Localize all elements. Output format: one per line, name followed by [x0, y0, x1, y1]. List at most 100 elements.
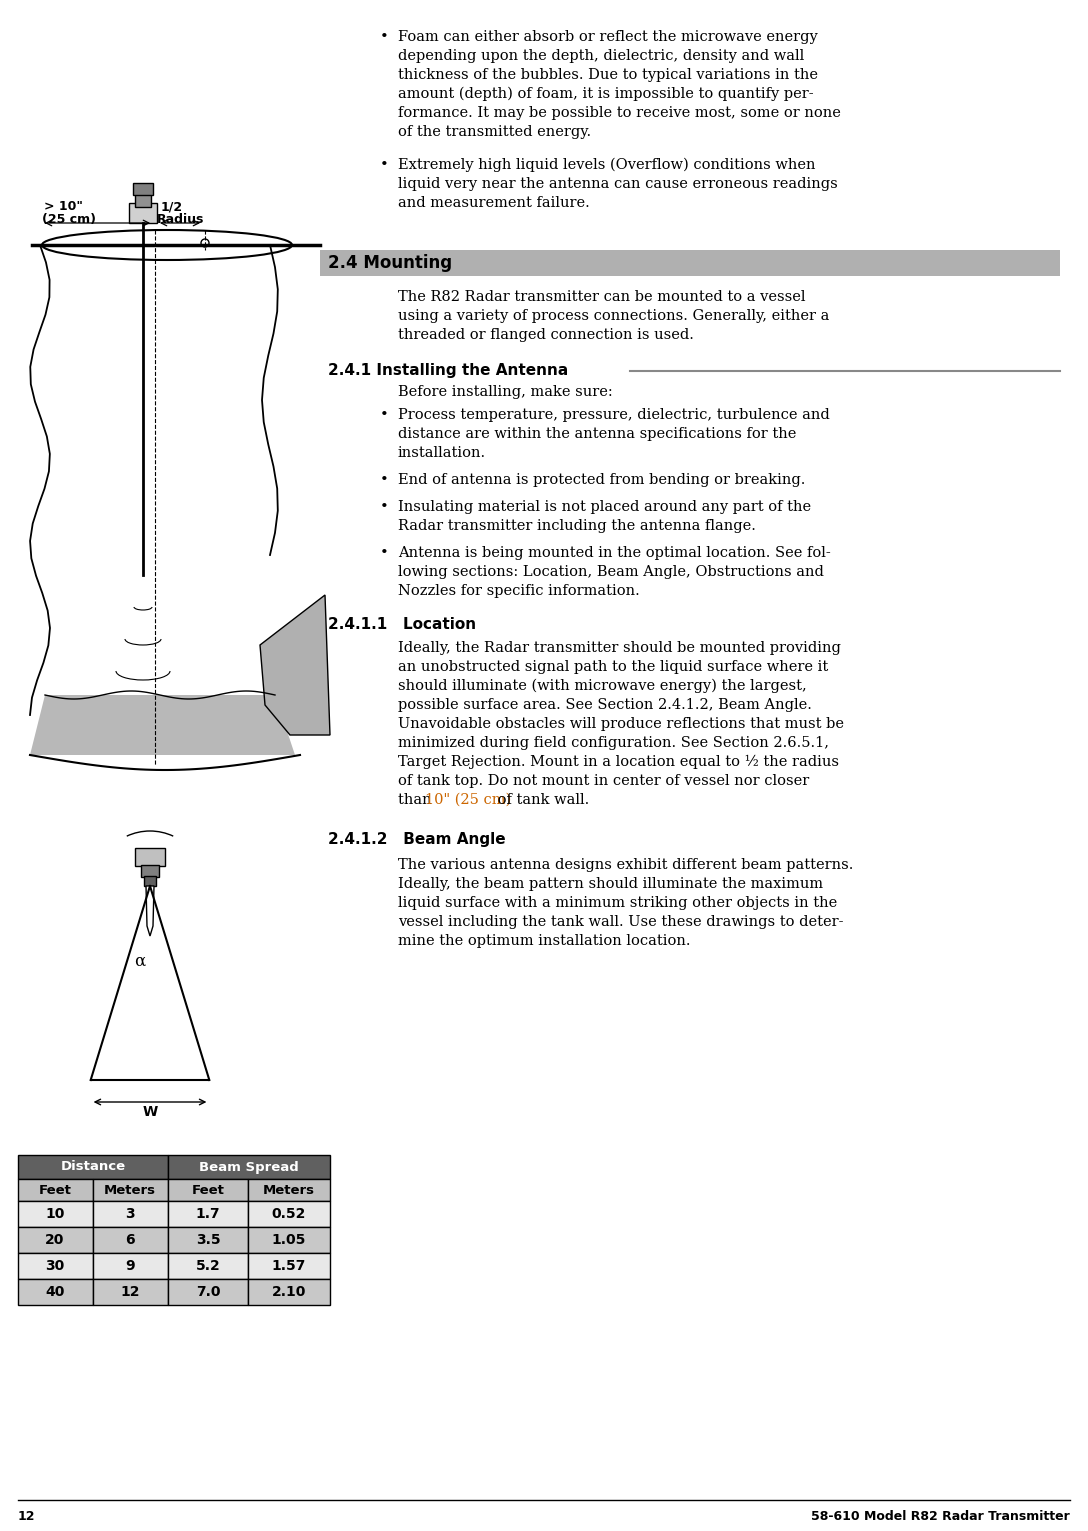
Text: Radius: Radius: [157, 213, 205, 227]
Polygon shape: [30, 695, 295, 755]
Text: of tank wall.: of tank wall.: [493, 793, 590, 807]
Bar: [18, 1252, 92, 1278]
Text: 6: 6: [125, 1232, 135, 1248]
Bar: [18, 1226, 92, 1252]
Text: possible surface area. See Section 2.4.1.2, Beam Angle.: possible surface area. See Section 2.4.1…: [398, 698, 812, 712]
Text: installation.: installation.: [398, 446, 486, 459]
Text: •: •: [380, 407, 388, 423]
Text: > 10": > 10": [44, 201, 83, 213]
Bar: [129, 204, 157, 224]
Text: Radar transmitter including the antenna flange.: Radar transmitter including the antenna …: [398, 519, 756, 533]
Text: and measurement failure.: and measurement failure.: [398, 196, 590, 210]
Text: Insulating material is not placed around any part of the: Insulating material is not placed around…: [398, 501, 812, 514]
Text: α: α: [135, 952, 146, 971]
Text: amount (depth) of foam, it is impossible to quantify per-: amount (depth) of foam, it is impossible…: [398, 87, 814, 101]
Text: 3.5: 3.5: [196, 1232, 220, 1248]
Text: W: W: [143, 1105, 158, 1119]
Text: 1/2: 1/2: [161, 201, 183, 213]
Text: depending upon the depth, dielectric, density and wall: depending upon the depth, dielectric, de…: [398, 49, 804, 63]
Text: Antenna is being mounted in the optimal location. See fol-: Antenna is being mounted in the optimal …: [398, 547, 831, 560]
Text: End of antenna is protected from bending or breaking.: End of antenna is protected from bending…: [398, 473, 805, 487]
Text: Foam can either absorb or reflect the microwave energy: Foam can either absorb or reflect the mi…: [398, 31, 818, 44]
Bar: [92, 1226, 168, 1252]
Text: 1.05: 1.05: [272, 1232, 306, 1248]
Text: 2.10: 2.10: [272, 1285, 306, 1298]
Text: The various antenna designs exhibit different beam patterns.: The various antenna designs exhibit diff…: [398, 857, 853, 873]
Bar: [18, 1200, 92, 1226]
Bar: [168, 1226, 248, 1252]
Bar: [248, 1252, 330, 1278]
Bar: [248, 1200, 330, 1226]
Text: Feet: Feet: [38, 1183, 72, 1197]
Text: of the transmitted energy.: of the transmitted energy.: [398, 126, 591, 139]
Text: Process temperature, pressure, dielectric, turbulence and: Process temperature, pressure, dielectri…: [398, 407, 830, 423]
Text: 20: 20: [46, 1232, 64, 1248]
Text: 10" (25 cm): 10" (25 cm): [425, 793, 511, 807]
Text: 1.7: 1.7: [196, 1206, 220, 1222]
Bar: [141, 865, 159, 877]
Text: 12: 12: [121, 1285, 139, 1298]
Text: Beam Spread: Beam Spread: [199, 1160, 299, 1173]
Text: 5.2: 5.2: [196, 1258, 221, 1272]
Polygon shape: [146, 886, 154, 935]
Text: (25 cm): (25 cm): [42, 213, 96, 227]
Bar: [18, 1154, 168, 1179]
Text: Feet: Feet: [191, 1183, 224, 1197]
Text: Nozzles for specific information.: Nozzles for specific information.: [398, 583, 640, 599]
Text: using a variety of process connections. Generally, either a: using a variety of process connections. …: [398, 309, 829, 323]
Bar: [18, 1278, 92, 1304]
Text: distance are within the antenna specifications for the: distance are within the antenna specific…: [398, 427, 796, 441]
Text: lowing sections: Location, Beam Angle, Obstructions and: lowing sections: Location, Beam Angle, O…: [398, 565, 824, 579]
Text: 2.4.1 Installing the Antenna: 2.4.1 Installing the Antenna: [327, 363, 568, 378]
Text: •: •: [380, 547, 388, 560]
Text: an unobstructed signal path to the liquid surface where it: an unobstructed signal path to the liqui…: [398, 660, 828, 674]
Text: Ideally, the Radar transmitter should be mounted providing: Ideally, the Radar transmitter should be…: [398, 641, 841, 655]
Text: Before installing, make sure:: Before installing, make sure:: [398, 384, 613, 400]
Text: 9: 9: [125, 1258, 135, 1272]
Bar: [248, 1179, 330, 1200]
Bar: [168, 1278, 248, 1304]
Text: •: •: [380, 473, 388, 487]
Text: •: •: [380, 31, 388, 44]
Text: 10: 10: [46, 1206, 64, 1222]
Bar: [144, 876, 156, 886]
Text: should illuminate (with microwave energy) the largest,: should illuminate (with microwave energy…: [398, 680, 806, 694]
Text: liquid surface with a minimum striking other objects in the: liquid surface with a minimum striking o…: [398, 896, 838, 909]
Text: threaded or flanged connection is used.: threaded or flanged connection is used.: [398, 328, 694, 341]
Text: 58-610 Model R82 Radar Transmitter: 58-610 Model R82 Radar Transmitter: [812, 1510, 1070, 1523]
Ellipse shape: [201, 239, 209, 246]
Text: vessel including the tank wall. Use these drawings to deter-: vessel including the tank wall. Use thes…: [398, 916, 843, 929]
Text: mine the optimum installation location.: mine the optimum installation location.: [398, 934, 691, 948]
Text: 40: 40: [46, 1285, 64, 1298]
Ellipse shape: [42, 230, 292, 260]
Bar: [248, 1278, 330, 1304]
Text: Ideally, the beam pattern should illuminate the maximum: Ideally, the beam pattern should illumin…: [398, 877, 824, 891]
Text: 1.57: 1.57: [272, 1258, 306, 1272]
Bar: [168, 1200, 248, 1226]
Bar: [18, 1179, 92, 1200]
Text: 2.4 Mounting: 2.4 Mounting: [327, 254, 453, 273]
Text: Extremely high liquid levels (Overflow) conditions when: Extremely high liquid levels (Overflow) …: [398, 158, 816, 173]
Text: The R82 Radar transmitter can be mounted to a vessel: The R82 Radar transmitter can be mounted…: [398, 289, 805, 305]
Bar: [92, 1252, 168, 1278]
Text: •: •: [380, 501, 388, 514]
Text: Meters: Meters: [104, 1183, 156, 1197]
Text: 3: 3: [125, 1206, 135, 1222]
Text: 2.4.1.1   Location: 2.4.1.1 Location: [327, 617, 477, 632]
Bar: [168, 1179, 248, 1200]
Text: Target Rejection. Mount in a location equal to ½ the radius: Target Rejection. Mount in a location eq…: [398, 755, 839, 769]
Bar: [248, 1226, 330, 1252]
Text: of tank top. Do not mount in center of vessel nor closer: of tank top. Do not mount in center of v…: [398, 775, 809, 788]
Polygon shape: [260, 596, 330, 735]
Text: liquid very near the antenna can cause erroneous readings: liquid very near the antenna can cause e…: [398, 178, 838, 191]
Bar: [135, 848, 165, 867]
Text: 30: 30: [46, 1258, 64, 1272]
Text: 12: 12: [18, 1510, 36, 1523]
Text: 2.4.1.2   Beam Angle: 2.4.1.2 Beam Angle: [327, 831, 506, 847]
Text: Distance: Distance: [61, 1160, 125, 1173]
Bar: [133, 184, 153, 194]
Bar: [320, 250, 1060, 276]
Text: •: •: [380, 158, 388, 171]
Bar: [168, 1252, 248, 1278]
Text: than: than: [398, 793, 436, 807]
